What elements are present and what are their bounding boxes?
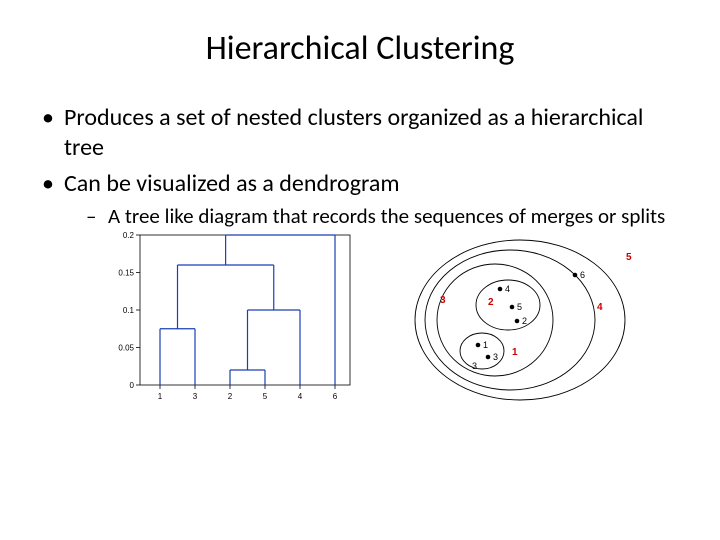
svg-text:5: 5 [517, 302, 522, 312]
svg-text:5: 5 [263, 392, 268, 401]
svg-text:0: 0 [130, 381, 135, 390]
dendrogram-svg: 0 0.05 0.1 0.15 0.2 1 3 2 5 4 6 [100, 225, 360, 405]
svg-text:0.2: 0.2 [123, 231, 135, 240]
svg-text:0.05: 0.05 [118, 344, 134, 353]
svg-text:3: 3 [493, 352, 498, 362]
svg-text:3: 3 [193, 392, 198, 401]
bullet-2-text: Can be visualized as a dendrogram [64, 169, 400, 198]
sub-bullet: A tree like diagram that records the seq… [64, 203, 680, 229]
svg-text:2: 2 [522, 316, 527, 326]
figures-row: 00.050.10.150.2132546 543213123456 [100, 225, 680, 410]
svg-text:1: 1 [483, 340, 488, 350]
svg-text:1: 1 [158, 392, 163, 401]
svg-text:2: 2 [228, 392, 233, 401]
sub-list: A tree like diagram that records the seq… [64, 203, 680, 229]
svg-text:6: 6 [580, 270, 585, 280]
bullet-2: Can be visualized as a dendrogram A tree… [40, 169, 680, 229]
nested-sets-figure: 543213123456 [400, 225, 650, 410]
svg-text:0.1: 0.1 [123, 306, 135, 315]
svg-text:4: 4 [298, 392, 303, 401]
svg-text:5: 5 [626, 252, 632, 263]
slide: Hierarchical Clustering Produces a set o… [0, 0, 720, 540]
svg-text:6: 6 [333, 392, 338, 401]
svg-text:0.15: 0.15 [118, 269, 134, 278]
bullet-1: Produces a set of nested clusters organi… [40, 103, 680, 163]
nested-sets-svg: 543213123456 [400, 225, 650, 410]
dendrogram-figure: 0 0.05 0.1 0.15 0.2 1 3 2 5 4 6 [100, 225, 360, 410]
svg-text:3: 3 [472, 361, 477, 371]
svg-text:4: 4 [597, 302, 603, 313]
svg-text:3: 3 [440, 295, 446, 306]
svg-text:1: 1 [512, 347, 518, 358]
bullet-list: Produces a set of nested clusters organi… [40, 103, 680, 229]
page-title: Hierarchical Clustering [40, 28, 680, 69]
svg-text:2: 2 [488, 297, 494, 308]
svg-text:4: 4 [505, 284, 510, 294]
